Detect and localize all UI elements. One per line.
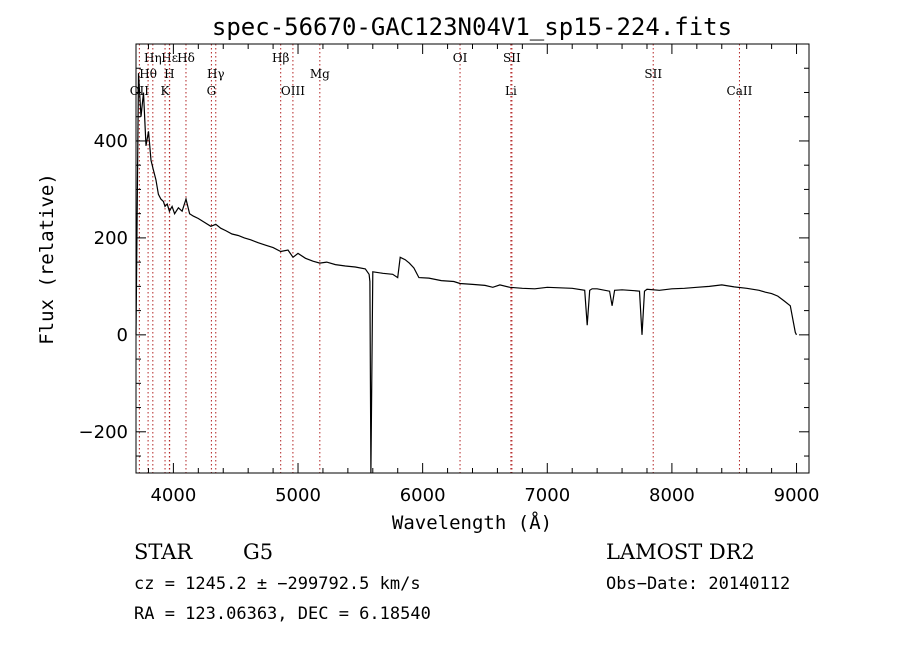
y-axis: −200 0 200 400 (79, 67, 809, 457)
marker-label: SII (644, 67, 662, 81)
y-tick-label: 0 (117, 325, 128, 346)
observation-date: Obs−Date: 20140112 (606, 574, 791, 594)
x-tick-label: 6000 (400, 485, 446, 506)
survey-name: LAMOST DR2 (606, 540, 755, 564)
spectrum-line (135, 73, 798, 474)
object-class: STAR (134, 540, 193, 564)
marker-label: OIII (281, 84, 305, 98)
marker-label: K (161, 84, 171, 98)
marker-label: G (207, 84, 217, 98)
marker-label: H (164, 67, 174, 81)
x-axis-label: Wavelength (Å) (392, 511, 552, 534)
redshift-velocity: cz = 1245.2 ± −299792.5 km/s (134, 574, 421, 594)
marker-label: OI (453, 51, 468, 65)
y-tick-label: 200 (94, 228, 128, 249)
chart-title: spec-56670-GAC123N04V1_sp15-224.fits (212, 13, 732, 41)
marker-label: Mg (310, 67, 330, 81)
marker-label: Hδ (177, 51, 195, 65)
marker-label: Li (505, 84, 517, 98)
x-tick-label: 5000 (275, 485, 321, 506)
marker-label: Hγ (207, 67, 225, 81)
spectrum-series (135, 73, 798, 474)
y-tick-label: 400 (94, 131, 128, 152)
x-axis: 4000 5000 6000 7000 8000 9000 (147, 44, 820, 506)
x-tick-label: 8000 (649, 485, 695, 506)
x-tick-label: 9000 (774, 485, 820, 506)
marker-label: Hθ (139, 67, 157, 81)
object-subclass: G5 (243, 540, 274, 564)
coordinates: RA = 123.06363, DEC = 6.18540 (134, 604, 431, 624)
x-tick-label: 4000 (150, 485, 196, 506)
y-tick-label: −200 (79, 422, 128, 443)
marker-label: Hβ (272, 51, 289, 65)
marker-label: CaII (727, 84, 753, 98)
marker-label: SII (503, 51, 521, 65)
marker-label: Hη (144, 51, 162, 65)
plot-frame (135, 43, 810, 474)
y-axis-label: Flux (relative) (36, 173, 58, 345)
x-tick-label: 7000 (524, 485, 570, 506)
